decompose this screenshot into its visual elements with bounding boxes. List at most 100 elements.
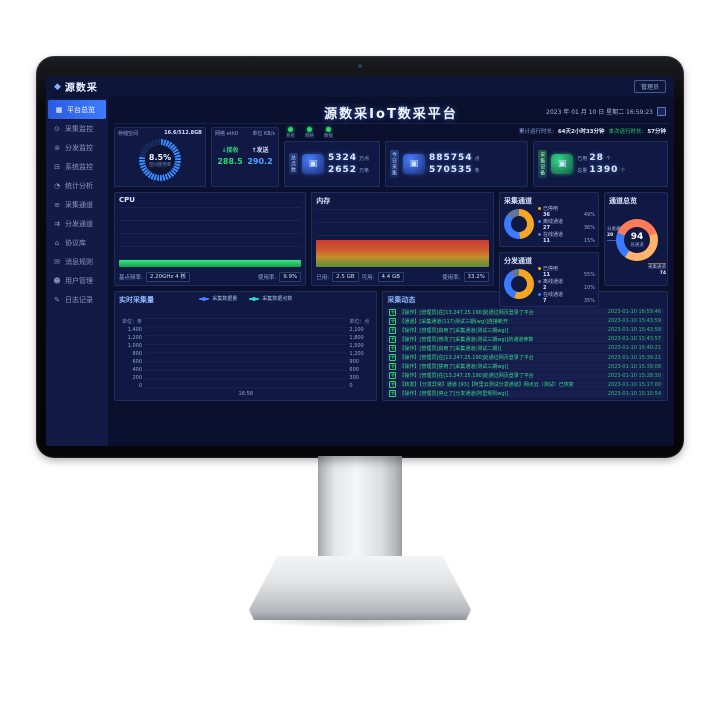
channel-overview-panel: 通道总览 分发通道 20 94 总通道 采集通道 74 (604, 192, 668, 286)
network-send: ↑发送 290.2 (247, 145, 272, 166)
sidebar-item-user-management[interactable]: ☻ 用户管理 (46, 271, 108, 290)
runtime-session-value: 57分钟 (647, 129, 666, 135)
network-label: 网络 eth0 (215, 131, 238, 137)
stat-value: 28 (589, 153, 604, 163)
y-axis-left: 单位：条 1,400 1,200 1,000 800 600 400 200 0 (121, 319, 142, 389)
sidebar-item-label: 协议库 (65, 238, 86, 247)
statistics-icon: ◔ (53, 181, 61, 190)
chart-plot-area (145, 318, 347, 389)
collect-channel-title: 采集通道 (504, 197, 532, 205)
collect-monitor-icon: ⊙ (54, 124, 60, 133)
log-row[interactable]: + 【操作】[管理员]在[13.247.25.190]处通过网页登录了平台 2023… (386, 308, 664, 317)
chart-legend: 采集数据量 采集数据点数 (115, 295, 376, 302)
sidebar-item-label: 统计分析 (65, 181, 93, 190)
sidebar-item-label: 分发监控 (65, 143, 93, 152)
series-marker-icon (199, 296, 210, 301)
y-axis-right: 单位：点 2,100 1,800 1,500 1,200 900 600 300 0 (349, 319, 370, 389)
green-dot-icon (288, 127, 293, 132)
sidebar-item-logs[interactable]: ✎ 日志记录 (46, 290, 108, 309)
sidebar-item-message-rules[interactable]: ✉ 消息规则 (46, 252, 108, 271)
protocol-icon: ⌂ (54, 238, 60, 247)
plus-icon: + (389, 381, 397, 389)
logo: ◆ 源数采 (54, 79, 98, 95)
sidebar-item-collect-channel[interactable]: ≡ 采集通道 (46, 195, 108, 214)
send-label: ↑发送 (251, 147, 269, 154)
collect-total-tag: 采集通道 74 (648, 263, 666, 276)
memory-usage-label: 使用率: (442, 275, 461, 281)
storage-gauge: 8.5% 空间使用率 (139, 139, 181, 181)
sidebar-item-protocol-library[interactable]: ⌂ 协议库 (46, 233, 108, 252)
page-header: 源数采IoT数采平台 2023 年 01 月 10 日 星期二 16:59:23 (114, 100, 668, 124)
log-row[interactable]: + 【通道】[采集通道(117)测试三期(wg)]连接断开 2023-01-10 1… (386, 317, 664, 326)
plus-icon: + (389, 308, 397, 316)
sidebar-item-label: 用户管理 (65, 276, 93, 285)
sidebar-item-label: 日志记录 (65, 295, 93, 304)
sidebar-item-label: 平台总览 (67, 105, 95, 114)
sidebar-item-label: 采集监控 (65, 124, 93, 133)
log-row[interactable]: + 【操作】[管理员]启用了[采集通道(测试二期)] 2023-01-10 15:4… (386, 344, 664, 353)
sidebar-item-overview[interactable]: ▦ 平台总览 (48, 100, 106, 119)
legend-dot-icon (538, 233, 541, 236)
sidebar-item-label: 消息规则 (65, 257, 93, 266)
sidebar-item-system-monitor[interactable]: ⊟ 系统监控 (46, 157, 108, 176)
sidebar-item-dispatch-channel[interactable]: ⇉ 分发通道 (46, 214, 108, 233)
stat-prefix: 已用 (577, 156, 588, 162)
log-row[interactable]: + 【操作】[管理员]在[13.247.25.190]处通过网页登录了平台 2023… (386, 371, 664, 380)
log-row[interactable]: + 【操作】[管理员]启用了[采集通道(测试三期wg)] 2023-01-10 15… (386, 326, 664, 335)
log-row[interactable]: + 【操作】[管理员]停止了[分发通道(阿里规则wg)] 2023-01-10 15… (386, 389, 664, 398)
log-row[interactable]: + 【转发】【分发异常】通道 [93]【阿里云测试分发通道】网点云（测试）已恢复 2… (386, 380, 664, 389)
cpu-usage-value: 9.9% (279, 272, 302, 282)
plus-icon: + (389, 363, 397, 371)
storage-percent: 8.5% (148, 152, 172, 162)
total-channels-value: 94 (630, 232, 644, 242)
logo-text: 源数采 (64, 83, 98, 94)
dispatch-channel-donut (504, 269, 534, 299)
memory-usage-bar (316, 240, 489, 267)
legend-series-points[interactable]: 采集数据点数 (249, 295, 292, 302)
log-row[interactable]: + 【操作】[管理员]在[13.247.25.190]处通过网页登录了平台 2023… (386, 353, 664, 362)
legend-item: 离线通道 2 10% (538, 278, 595, 291)
storage-gauge-label: 空间使用率 (148, 162, 172, 168)
fullscreen-icon[interactable] (657, 107, 666, 116)
datetime: 2023 年 01 月 10 日 星期二 16:59:23 (546, 109, 653, 116)
memory-used-value: 2.5 GB (332, 272, 359, 282)
sidebar-item-statistics[interactable]: ◔ 统计分析 (46, 176, 108, 195)
stat-value: 2652 (328, 165, 358, 175)
activity-title: 采集动态 (387, 296, 416, 304)
series-marker-icon (249, 296, 260, 301)
sidebar-item-collect-monitor[interactable]: ⊙ 采集监控 (46, 119, 108, 138)
message-icon: ✉ (54, 257, 60, 266)
dispatch-channel-panel: 分发通道 已停用 11 55% 离线通道 2 10% (499, 252, 599, 307)
network-recv: ↓接收 288.5 (217, 145, 242, 166)
dispatch-monitor-icon: ⊚ (54, 143, 60, 152)
recv-value: 288.5 (217, 157, 243, 166)
status-data: 数据 (324, 127, 333, 139)
sidebar-item-dispatch-monitor[interactable]: ⊚ 分发监控 (46, 138, 108, 157)
device-icon: ▣ (551, 154, 574, 174)
legend-series-volume[interactable]: 采集数据量 (199, 295, 237, 302)
stat-unit: 个 (620, 168, 626, 174)
runtime-total-value: 64天2小时33分钟 (557, 129, 605, 135)
channel-overview-title: 通道总览 (609, 197, 637, 205)
cpu-freq-value: 2.20GHz 4 核 (145, 272, 190, 282)
green-dot-icon (326, 127, 331, 132)
legend-item: 离线通道 27 36% (538, 218, 595, 231)
cpu-freq-label: 基点频率: (119, 275, 143, 281)
devices-card: 采集设备 ▣ 已用 28 个 总量 1390 个 (533, 141, 668, 187)
plus-icon: + (389, 317, 397, 325)
sidebar-item-label: 采集通道 (65, 200, 93, 209)
legend-item: 在线通道 7 35% (538, 291, 595, 304)
today-collect-label: 今日采集 (390, 150, 399, 178)
network-unit: 单位 KB/s (252, 131, 275, 137)
monitor-stand-base (249, 556, 471, 620)
admin-button[interactable]: 管理员 (633, 80, 666, 93)
stat-unit: 万条 (359, 168, 370, 174)
total-points-card: 总点数 ▣ 5324 万点 2652 万条 (284, 141, 380, 187)
stat-value: 5324 (328, 153, 358, 163)
plus-icon: + (389, 372, 397, 380)
green-dot-icon (307, 127, 312, 132)
log-row[interactable]: + 【操作】[管理员]禁用了[采集通道(测试三期wg)] 2023-01-10 15… (386, 362, 664, 371)
legend-dot-icon (538, 267, 541, 270)
log-row[interactable]: + 【操作】[管理员]修改了[采集通道(测试三期wg)]的通道参数 2023-01-… (386, 335, 664, 344)
